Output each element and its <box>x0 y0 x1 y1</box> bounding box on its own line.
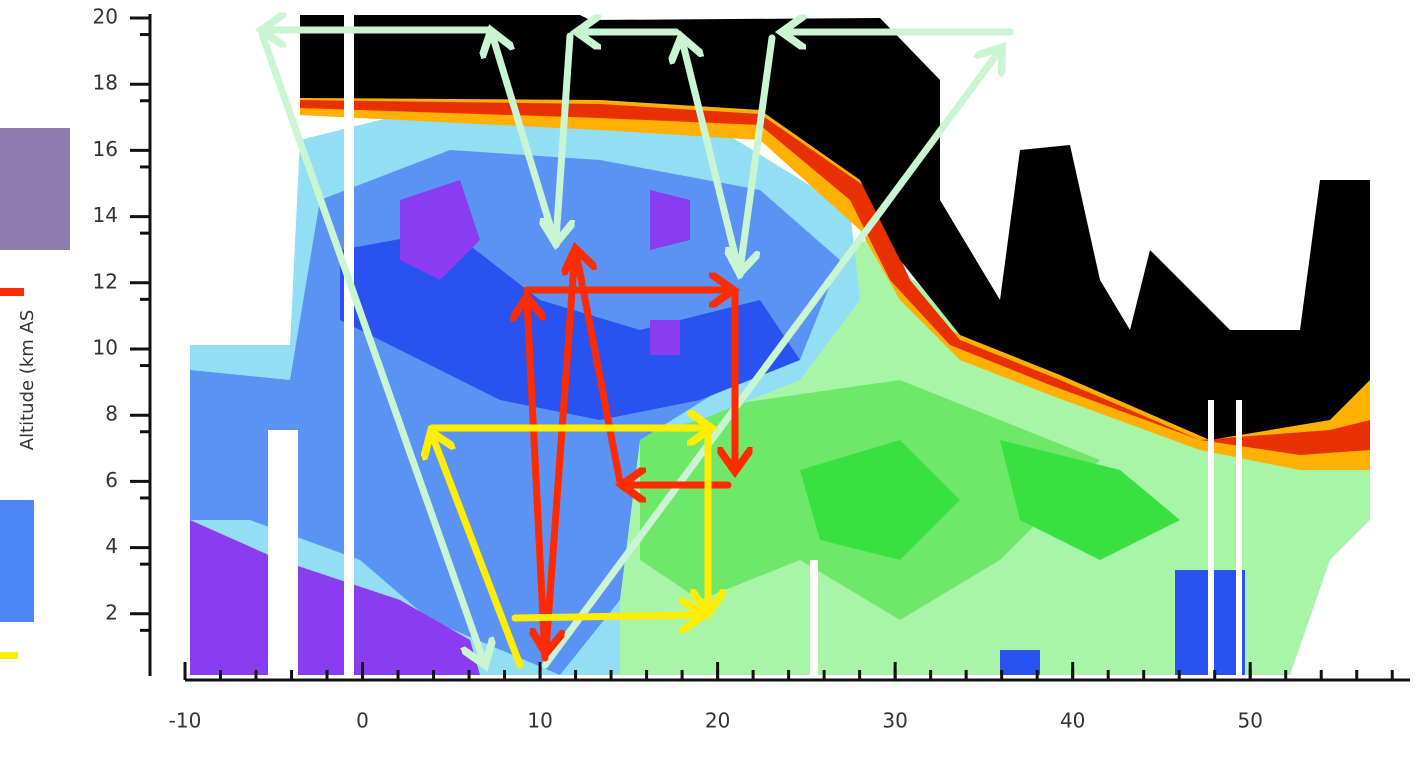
x-tick-label: 20 <box>705 709 730 733</box>
legend-box <box>0 128 70 250</box>
y-tick-label: 12 <box>93 269 118 293</box>
x-tick-label: 40 <box>1060 709 1085 733</box>
legend-swatch <box>0 288 24 296</box>
x-tick-label: 10 <box>527 709 552 733</box>
x-tick-label: 50 <box>1237 709 1262 733</box>
y-tick-label: 16 <box>93 137 118 161</box>
x-tick-label: 30 <box>882 709 907 733</box>
y-tick-label: 6 <box>105 468 118 492</box>
y-tick-label: 10 <box>93 336 118 360</box>
x-tick-label: 0 <box>356 709 369 733</box>
y-tick-label: 20 <box>93 5 118 29</box>
y-tick-label: 8 <box>105 402 118 426</box>
y-tick-label: 2 <box>105 600 118 624</box>
y-tick-label: 18 <box>93 71 118 95</box>
x-tick-label: -10 <box>169 709 202 733</box>
legend-box <box>0 500 34 622</box>
screenshot: Altitude (km AS -10 0 10 20 30 40 50 2 4 6 8 10 12 14… <box>0 0 1422 760</box>
y-axis-label: Altitude (km AS <box>17 310 38 451</box>
legend-swatch <box>0 652 18 659</box>
y-tick-label: 4 <box>105 534 118 558</box>
y-tick-label: 14 <box>93 203 118 227</box>
